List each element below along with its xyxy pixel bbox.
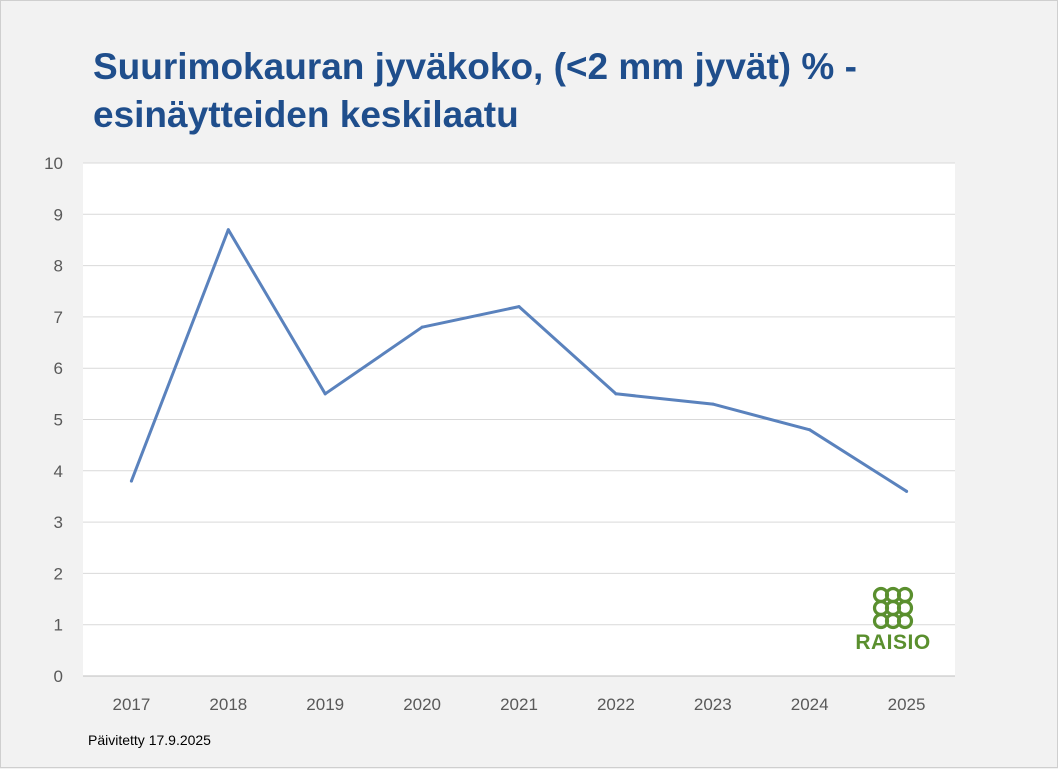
data-point — [226, 228, 230, 232]
data-point — [517, 305, 521, 309]
x-tick-label: 2018 — [209, 695, 247, 714]
y-tick-label: 2 — [54, 564, 63, 583]
data-point — [323, 392, 327, 396]
y-tick-label: 0 — [54, 667, 63, 686]
data-point — [420, 325, 424, 329]
updated-date: Päivitetty 17.9.2025 — [88, 732, 211, 748]
y-tick-label: 5 — [54, 411, 63, 430]
data-point — [905, 489, 909, 493]
y-tick-label: 4 — [54, 462, 63, 481]
data-point — [808, 428, 812, 432]
x-tick-label: 2023 — [694, 695, 732, 714]
y-tick-label: 6 — [54, 359, 63, 378]
y-tick-label: 8 — [54, 257, 63, 276]
x-tick-label: 2024 — [791, 695, 829, 714]
raisio-logo-text: RAISIO — [855, 631, 931, 654]
y-tick-label: 1 — [54, 616, 63, 635]
raisio-grain-icon — [872, 586, 914, 630]
raisio-logo: RAISIO — [851, 583, 935, 659]
x-tick-label: 2020 — [403, 695, 441, 714]
x-tick-label: 2025 — [888, 695, 926, 714]
y-tick-label: 7 — [54, 308, 63, 327]
x-tick-label: 2017 — [113, 695, 151, 714]
y-tick-label: 3 — [54, 513, 63, 532]
x-tick-label: 2019 — [306, 695, 344, 714]
chart-title-line2: esinäytteiden keskilaatu — [93, 94, 519, 135]
chart-title-line1: Suurimokauran jyväkoko, (<2 mm jyvät) % … — [93, 46, 857, 87]
y-tick-label: 10 — [44, 154, 63, 173]
chart-title: Suurimokauran jyväkoko, (<2 mm jyvät) % … — [93, 43, 993, 139]
data-point — [129, 479, 133, 483]
x-tick-label: 2022 — [597, 695, 635, 714]
y-tick-label: 9 — [54, 205, 63, 224]
x-tick-label: 2021 — [500, 695, 538, 714]
data-point — [711, 402, 715, 406]
data-point — [614, 392, 618, 396]
